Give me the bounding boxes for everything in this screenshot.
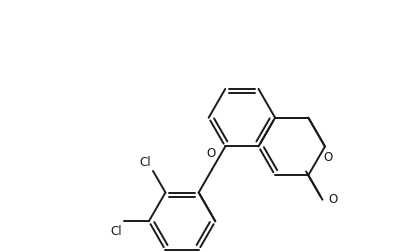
Text: Cl: Cl [111, 225, 122, 238]
Text: O: O [323, 151, 332, 165]
Text: O: O [207, 147, 216, 160]
Text: Cl: Cl [140, 156, 152, 169]
Text: O: O [328, 193, 338, 206]
